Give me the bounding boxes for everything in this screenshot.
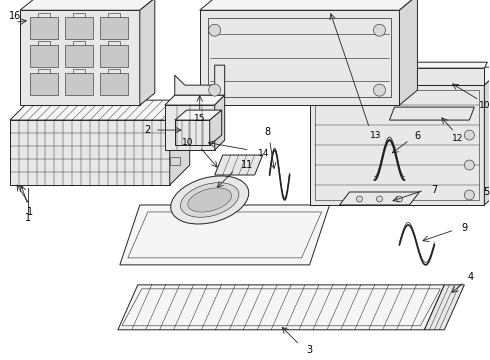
Ellipse shape [171,176,249,224]
Polygon shape [175,110,221,120]
Text: 3: 3 [307,345,313,355]
Polygon shape [310,85,484,205]
Polygon shape [424,285,465,330]
Circle shape [373,24,386,36]
Polygon shape [170,142,180,150]
Polygon shape [30,45,58,67]
Polygon shape [175,120,210,145]
Ellipse shape [180,183,239,217]
Ellipse shape [188,188,232,212]
Circle shape [465,160,474,170]
Text: 16: 16 [9,11,21,21]
Polygon shape [210,110,221,145]
Circle shape [373,84,386,96]
Polygon shape [170,157,180,165]
Polygon shape [100,73,128,95]
Text: 14: 14 [258,149,269,158]
Text: 4: 4 [467,272,473,282]
Polygon shape [30,17,58,39]
Circle shape [465,130,474,140]
Polygon shape [120,205,330,265]
Polygon shape [100,45,128,67]
Text: 1: 1 [27,207,33,217]
Circle shape [465,190,474,200]
Text: 1: 1 [25,213,31,223]
Polygon shape [390,107,474,120]
Polygon shape [310,67,490,85]
Polygon shape [20,0,155,10]
Polygon shape [65,17,93,39]
Polygon shape [390,68,484,85]
Text: 2: 2 [145,125,151,135]
Circle shape [209,24,221,36]
Polygon shape [140,0,155,105]
Polygon shape [65,45,93,67]
Circle shape [209,84,221,96]
Polygon shape [399,0,417,105]
Text: 11: 11 [241,160,253,170]
Polygon shape [175,65,225,95]
Polygon shape [20,10,140,105]
Polygon shape [170,100,190,185]
Polygon shape [200,10,399,105]
Text: 15: 15 [194,114,205,123]
Text: 10: 10 [479,100,490,109]
Polygon shape [165,105,215,150]
Circle shape [376,196,383,202]
Polygon shape [484,67,490,205]
Polygon shape [215,155,263,175]
Circle shape [357,196,363,202]
Text: 9: 9 [462,223,467,233]
Polygon shape [170,127,180,135]
Polygon shape [215,95,225,150]
Polygon shape [10,100,190,120]
Polygon shape [200,0,417,10]
Text: 6: 6 [415,131,420,141]
Text: 12: 12 [452,134,463,143]
Polygon shape [30,73,58,95]
Polygon shape [390,62,488,68]
Polygon shape [65,73,93,95]
Text: 10: 10 [182,138,194,147]
Polygon shape [165,95,225,105]
Text: 7: 7 [431,185,438,195]
Text: 5: 5 [483,187,490,197]
Polygon shape [100,17,128,39]
Text: 13: 13 [370,131,381,140]
Text: 8: 8 [265,127,270,137]
Polygon shape [340,192,419,205]
Circle shape [396,196,402,202]
Polygon shape [10,120,170,185]
Polygon shape [118,285,444,330]
